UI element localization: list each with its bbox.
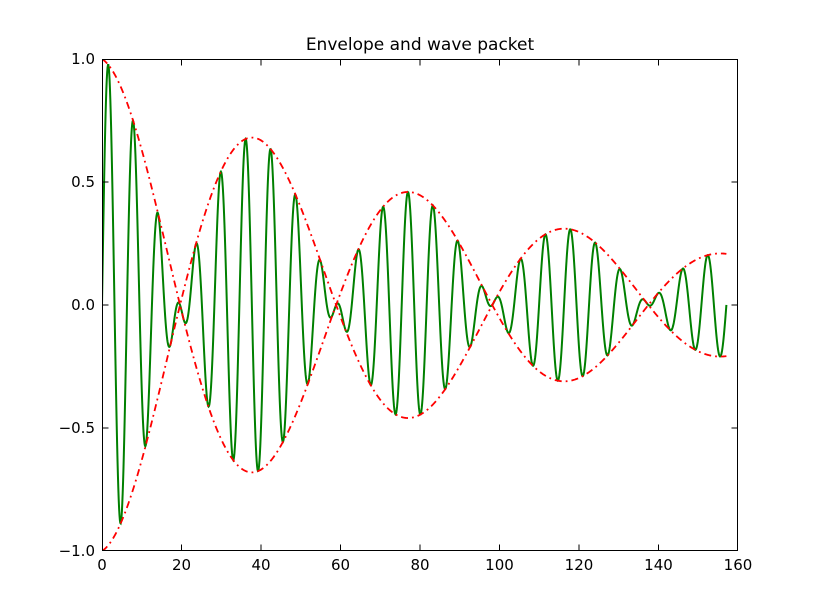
plot-area	[102, 59, 738, 551]
y-axis-tick-label: −0.5	[58, 419, 95, 437]
y-axis-tick-label: 0.0	[71, 296, 95, 314]
x-axis-tick-label: 80	[410, 556, 430, 574]
wave-packet-line	[102, 64, 728, 526]
x-axis-tick-label: 120	[564, 556, 594, 574]
x-axis-tick-label: 20	[171, 556, 192, 574]
x-axis-tick-label: 140	[644, 556, 673, 574]
x-axis-tick-label: 40	[251, 556, 271, 574]
y-axis-tick-label: 0.5	[71, 173, 95, 191]
x-axis-tick-label: 0	[97, 556, 107, 574]
y-axis-tick-label: 1.0	[71, 50, 95, 68]
lower-envelope-line	[102, 136, 727, 551]
y-axis-tick-label: −1.0	[58, 542, 95, 560]
x-axis-tick-label: 100	[485, 556, 514, 574]
x-axis-tick-label: 160	[723, 556, 753, 574]
axes-frame	[102, 59, 738, 551]
x-axis-tick-label: 60	[330, 556, 351, 574]
upper-envelope-line	[102, 59, 727, 474]
plot-title: Envelope and wave packet	[305, 35, 535, 55]
